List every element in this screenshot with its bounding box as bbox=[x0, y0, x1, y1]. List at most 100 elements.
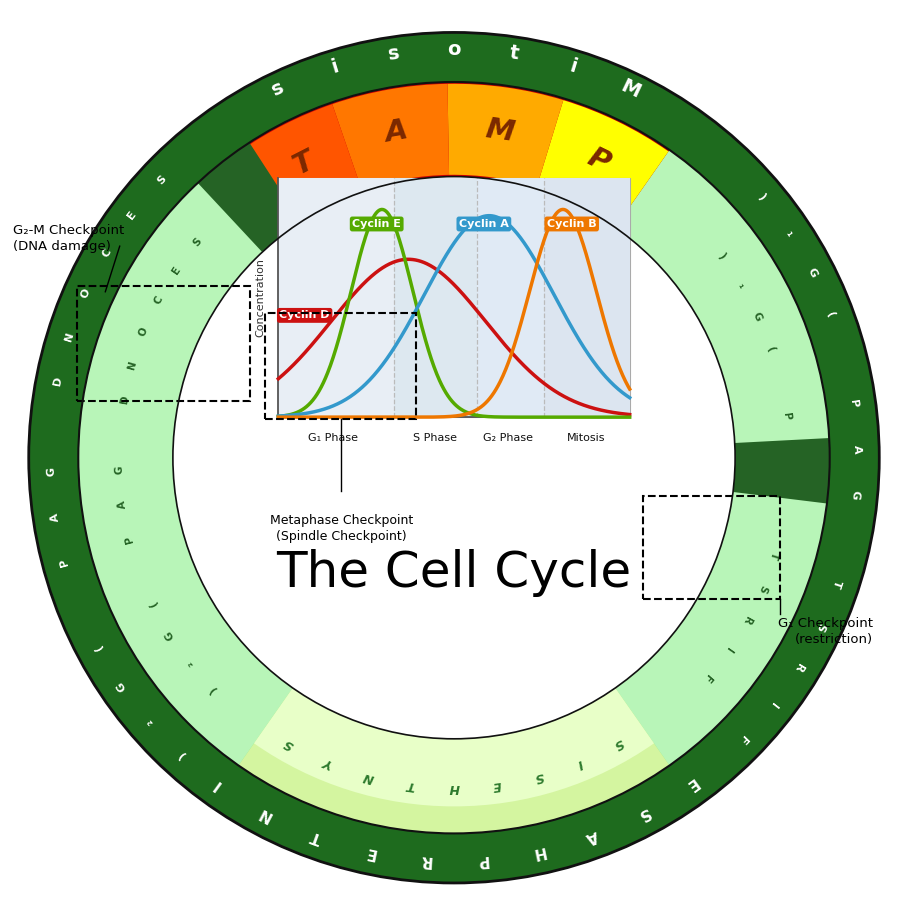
Text: N: N bbox=[64, 331, 75, 342]
Text: O: O bbox=[79, 287, 92, 300]
Text: H: H bbox=[530, 843, 546, 860]
Text: M: M bbox=[617, 77, 643, 102]
Text: F: F bbox=[736, 733, 749, 745]
Text: S: S bbox=[756, 583, 768, 594]
FancyBboxPatch shape bbox=[394, 178, 477, 417]
Text: E: E bbox=[171, 265, 183, 277]
Text: ₁: ₁ bbox=[784, 229, 794, 239]
Text: T: T bbox=[309, 828, 323, 845]
Text: A: A bbox=[50, 513, 61, 523]
Text: I: I bbox=[211, 776, 223, 792]
Bar bbox=[77, 286, 251, 401]
Text: Y: Y bbox=[321, 755, 334, 770]
Text: G: G bbox=[806, 267, 819, 279]
Text: E: E bbox=[683, 775, 699, 793]
Text: ): ) bbox=[176, 750, 187, 760]
Text: I: I bbox=[723, 645, 734, 654]
Wedge shape bbox=[448, 84, 563, 187]
Wedge shape bbox=[240, 105, 362, 226]
Text: (: ( bbox=[148, 600, 159, 609]
Text: P: P bbox=[848, 398, 859, 408]
Text: G: G bbox=[751, 310, 764, 323]
Wedge shape bbox=[78, 150, 292, 766]
Text: G₁ Checkpoint
(restriction): G₁ Checkpoint (restriction) bbox=[778, 617, 873, 646]
Circle shape bbox=[173, 177, 735, 739]
Text: G₂-M Checkpoint
(DNA damage): G₂-M Checkpoint (DNA damage) bbox=[13, 224, 123, 253]
Circle shape bbox=[78, 82, 830, 833]
Text: s: s bbox=[269, 77, 287, 100]
Text: F: F bbox=[700, 671, 713, 683]
Text: The Cell Cycle: The Cell Cycle bbox=[276, 549, 632, 597]
Text: ₂: ₂ bbox=[144, 717, 155, 727]
Text: (: ( bbox=[765, 345, 776, 352]
Text: E: E bbox=[363, 843, 377, 860]
Text: G: G bbox=[115, 679, 128, 693]
Text: P: P bbox=[781, 413, 792, 422]
Bar bbox=[265, 313, 416, 419]
Wedge shape bbox=[254, 688, 654, 806]
Text: G: G bbox=[114, 465, 124, 474]
Text: I: I bbox=[576, 756, 585, 769]
Text: A: A bbox=[784, 448, 794, 456]
Text: ₂: ₂ bbox=[185, 659, 195, 669]
Text: s: s bbox=[387, 43, 400, 64]
Text: E: E bbox=[492, 778, 502, 792]
Text: P: P bbox=[476, 852, 489, 868]
Text: G: G bbox=[850, 489, 861, 499]
FancyBboxPatch shape bbox=[477, 178, 544, 417]
Text: S: S bbox=[533, 769, 546, 784]
Text: A: A bbox=[117, 500, 128, 509]
Text: T: T bbox=[768, 551, 780, 560]
Text: S: S bbox=[635, 805, 652, 823]
Text: G₂ Phase: G₂ Phase bbox=[483, 433, 534, 443]
Text: ₁: ₁ bbox=[735, 281, 746, 290]
Text: A: A bbox=[852, 444, 863, 453]
Text: S: S bbox=[612, 736, 627, 751]
Text: A: A bbox=[383, 117, 410, 149]
Text: Cyclin E: Cyclin E bbox=[352, 219, 401, 229]
Text: ): ) bbox=[716, 251, 726, 261]
Text: S: S bbox=[155, 174, 168, 187]
Text: P: P bbox=[59, 557, 71, 568]
Text: ): ) bbox=[208, 685, 219, 696]
Text: (: ( bbox=[93, 642, 104, 651]
Wedge shape bbox=[198, 142, 301, 252]
Wedge shape bbox=[733, 438, 830, 504]
FancyBboxPatch shape bbox=[544, 178, 629, 417]
Text: G: G bbox=[163, 629, 177, 642]
Text: C: C bbox=[100, 247, 113, 259]
Text: t: t bbox=[508, 43, 520, 64]
Text: Mitosis: Mitosis bbox=[568, 433, 606, 443]
Text: o: o bbox=[448, 40, 460, 59]
Text: O: O bbox=[137, 326, 150, 338]
Text: Cyclin B: Cyclin B bbox=[547, 219, 597, 229]
Text: I: I bbox=[767, 700, 778, 709]
Text: i: i bbox=[329, 57, 340, 77]
Text: N: N bbox=[255, 804, 274, 824]
Text: N: N bbox=[361, 769, 375, 784]
Text: (: ( bbox=[825, 311, 836, 319]
Text: T: T bbox=[406, 778, 416, 792]
Text: A: A bbox=[584, 827, 600, 846]
Text: Metaphase Checkpoint
(Spindle Checkpoint): Metaphase Checkpoint (Spindle Checkpoint… bbox=[270, 514, 413, 542]
Circle shape bbox=[29, 32, 879, 883]
Wedge shape bbox=[332, 84, 449, 190]
Text: Cyclin D: Cyclin D bbox=[280, 310, 330, 321]
Text: C: C bbox=[153, 295, 164, 306]
Wedge shape bbox=[537, 100, 668, 226]
FancyBboxPatch shape bbox=[279, 178, 629, 417]
FancyBboxPatch shape bbox=[279, 178, 394, 417]
Text: P: P bbox=[583, 143, 615, 178]
Text: D: D bbox=[119, 395, 130, 405]
Text: S: S bbox=[814, 621, 826, 633]
Text: ): ) bbox=[756, 192, 767, 203]
Text: T: T bbox=[289, 147, 320, 180]
Bar bbox=[643, 496, 780, 599]
Text: T: T bbox=[831, 578, 843, 589]
Wedge shape bbox=[239, 82, 669, 227]
Text: D: D bbox=[53, 376, 64, 387]
Text: E: E bbox=[125, 209, 138, 221]
Text: S Phase: S Phase bbox=[412, 433, 457, 443]
Wedge shape bbox=[616, 150, 830, 766]
Text: M: M bbox=[484, 114, 517, 147]
